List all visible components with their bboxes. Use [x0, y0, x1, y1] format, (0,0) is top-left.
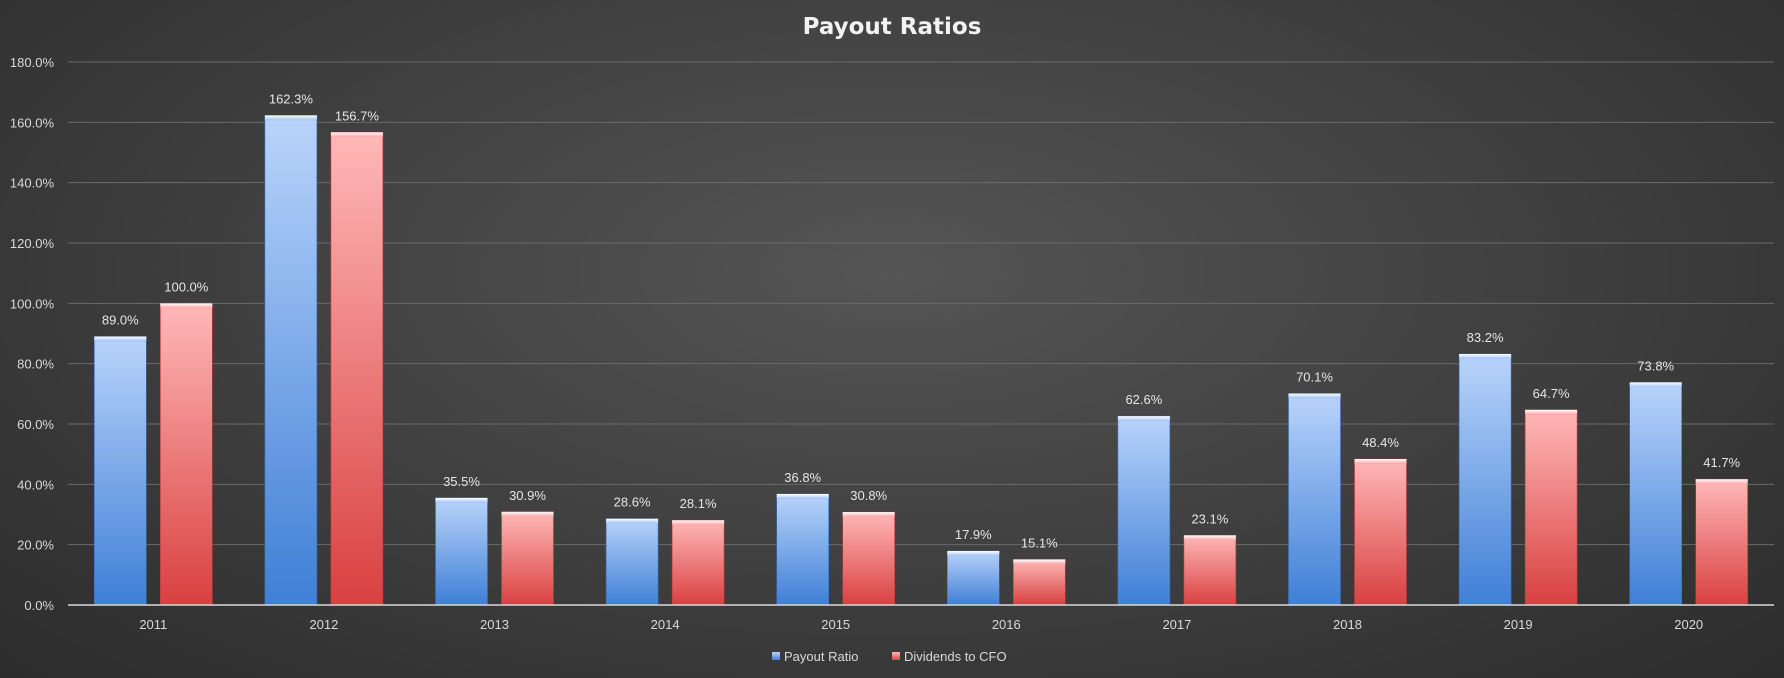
bar-highlight	[435, 497, 488, 503]
data-label: 73.8%	[1637, 358, 1674, 373]
gridlines	[68, 61, 1774, 546]
bar-highlight	[1288, 393, 1341, 399]
data-label: 23.1%	[1191, 511, 1228, 526]
data-label: 62.6%	[1125, 392, 1162, 407]
data-label: 48.4%	[1362, 435, 1399, 450]
data-label: 83.2%	[1467, 330, 1504, 345]
legend-label: Payout Ratio	[784, 649, 858, 664]
bar-payout-ratio	[605, 518, 659, 606]
x-tick-label: 2014	[651, 617, 680, 632]
x-tick-label: 2017	[1162, 617, 1191, 632]
y-tick-label: 80.0%	[17, 357, 54, 372]
y-tick-label: 60.0%	[17, 417, 54, 432]
bar-payout-ratio	[94, 336, 147, 606]
y-tick-label: 0.0%	[24, 598, 54, 613]
bar-highlight	[842, 512, 895, 518]
bar-highlight	[1117, 416, 1170, 422]
y-tick-label: 40.0%	[17, 477, 54, 492]
chart-title: Payout Ratios	[803, 14, 982, 40]
bar-payout-ratio	[1458, 353, 1512, 606]
bar-highlight	[947, 551, 1000, 557]
x-tick-label: 2020	[1674, 617, 1703, 632]
x-tick-label: 2012	[309, 617, 338, 632]
y-tick-label: 140.0%	[10, 176, 55, 191]
x-tick-label: 2015	[821, 617, 850, 632]
y-tick-label: 120.0%	[10, 236, 55, 251]
data-label: 35.5%	[443, 474, 480, 489]
bar-dividends-to-cfo	[160, 303, 213, 606]
data-label: 64.7%	[1533, 386, 1570, 401]
y-tick-label: 180.0%	[10, 55, 55, 70]
bar-payout-ratio	[264, 115, 318, 606]
legend: Payout Ratio Dividends to CFO	[772, 649, 1007, 664]
x-tick-label: 2019	[1504, 617, 1533, 632]
data-label: 28.6%	[614, 495, 651, 510]
bar-payout-ratio	[1117, 415, 1171, 606]
bar-highlight	[1354, 458, 1407, 464]
bar-highlight	[264, 115, 317, 121]
data-label: 36.8%	[784, 470, 821, 485]
legend-label: Dividends to CFO	[904, 649, 1007, 664]
data-label: 100.0%	[164, 279, 209, 294]
data-label: 156.7%	[335, 108, 380, 123]
data-label: 30.9%	[509, 488, 546, 503]
bar-dividends-to-cfo	[330, 131, 384, 606]
bar-dividends-to-cfo	[842, 511, 896, 606]
bar-highlight	[606, 518, 659, 524]
bar-highlight	[94, 336, 147, 342]
data-label: 30.8%	[850, 488, 887, 503]
data-label: 41.7%	[1703, 455, 1740, 470]
bar-highlight	[330, 132, 383, 138]
x-tick-label: 2013	[480, 617, 509, 632]
data-label: 70.1%	[1296, 370, 1333, 385]
y-tick-label: 20.0%	[17, 538, 54, 553]
bar-highlight	[1695, 479, 1748, 485]
data-label: 89.0%	[102, 313, 139, 328]
data-label: 162.3%	[269, 91, 314, 106]
x-axis: 2011 2012 2013 2014 2015 2016 2017 2018 2019 2020	[68, 604, 1774, 632]
y-tick-label: 100.0%	[10, 296, 55, 311]
bar-dividends-to-cfo	[1183, 535, 1237, 606]
y-axis: 0.0% 20.0% 40.0% 60.0% 80.0% 100.0% 120.0% 140.…	[10, 55, 55, 613]
bar-dividends-to-cfo	[1354, 458, 1407, 606]
bar-highlight	[776, 493, 829, 499]
x-tick-label: 2018	[1333, 617, 1362, 632]
bar-payout-ratio	[776, 493, 830, 606]
bar-payout-ratio	[1629, 382, 1682, 606]
bar-payout-ratio	[1288, 393, 1341, 606]
data-label: 15.1%	[1021, 535, 1058, 550]
bar-payout-ratio	[435, 497, 488, 606]
bar-highlight	[1629, 382, 1682, 388]
bar-highlight	[1013, 559, 1066, 565]
bars	[94, 115, 1748, 606]
x-tick-label: 2016	[992, 617, 1021, 632]
bar-dividends-to-cfo	[671, 519, 725, 606]
bar-highlight	[501, 511, 554, 517]
bar-highlight	[160, 303, 213, 309]
bar-dividends-to-cfo	[1524, 409, 1578, 606]
x-tick-label: 2011	[139, 617, 167, 632]
bar-dividends-to-cfo	[501, 511, 554, 606]
legend-swatch	[892, 652, 900, 660]
bar-highlight	[672, 520, 725, 526]
data-labels: 89.0% 100.0% 162.3% 156.7% 35.5% 30.9% 28.6% 28…	[102, 91, 1741, 550]
bar-highlight	[1183, 535, 1236, 541]
data-label: 17.9%	[955, 527, 992, 542]
bar-payout-ratio	[946, 550, 1000, 606]
data-label: 28.1%	[680, 496, 717, 511]
legend-swatch	[772, 652, 780, 660]
bar-highlight	[1525, 409, 1578, 415]
bar-dividends-to-cfo	[1012, 559, 1066, 606]
bar-dividends-to-cfo	[1695, 478, 1748, 606]
bar-highlight	[1459, 354, 1512, 360]
y-tick-label: 160.0%	[10, 115, 55, 130]
